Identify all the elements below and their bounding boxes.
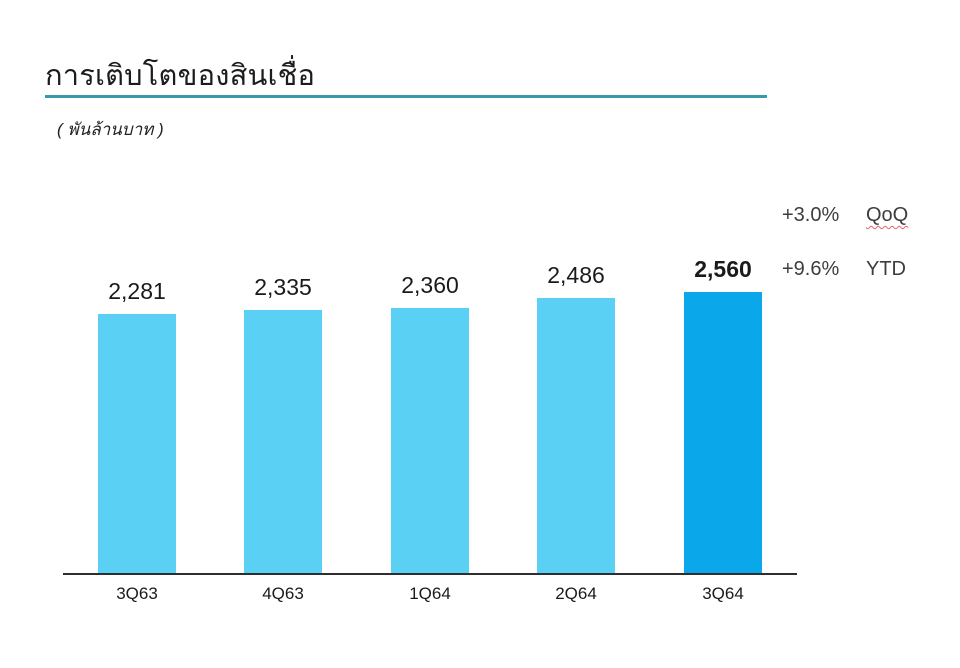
- bar-2Q64: [537, 298, 615, 574]
- bar-value-label: 2,560: [694, 256, 752, 282]
- x-axis-label: 3Q63: [116, 584, 158, 603]
- ytd-value: +9.6%: [782, 258, 840, 280]
- qoq-value: +3.0%: [782, 204, 840, 226]
- ytd-label: YTD: [866, 258, 906, 280]
- bar-3Q64: [684, 292, 762, 574]
- qoq-label: QoQ: [866, 204, 909, 226]
- x-axis-line: [63, 573, 797, 575]
- annotation-ytd: +9.6% YTD: [782, 258, 908, 281]
- x-axis-label: 2Q64: [555, 584, 597, 603]
- growth-annotations: +3.0% QoQ +9.6% YTD: [782, 204, 908, 281]
- title-underline: [45, 95, 767, 98]
- bar-value-label: 2,486: [547, 262, 605, 288]
- bar-4Q63: [244, 310, 322, 574]
- bar-value-label: 2,360: [401, 272, 459, 298]
- bar-1Q64: [391, 308, 469, 574]
- unit-label: ( พันล้านบาท ): [57, 120, 164, 139]
- x-axis-label: 4Q63: [262, 584, 304, 603]
- bar-3Q63: [98, 314, 176, 574]
- annotation-qoq: +3.0% QoQ: [782, 204, 908, 227]
- bar-value-label: 2,335: [254, 274, 312, 300]
- x-axis-label: 3Q64: [702, 584, 744, 603]
- x-axis-label: 1Q64: [409, 584, 451, 603]
- page-title: การเติบโตของสินเชื่อ: [45, 60, 316, 92]
- bar-value-label: 2,281: [108, 278, 166, 304]
